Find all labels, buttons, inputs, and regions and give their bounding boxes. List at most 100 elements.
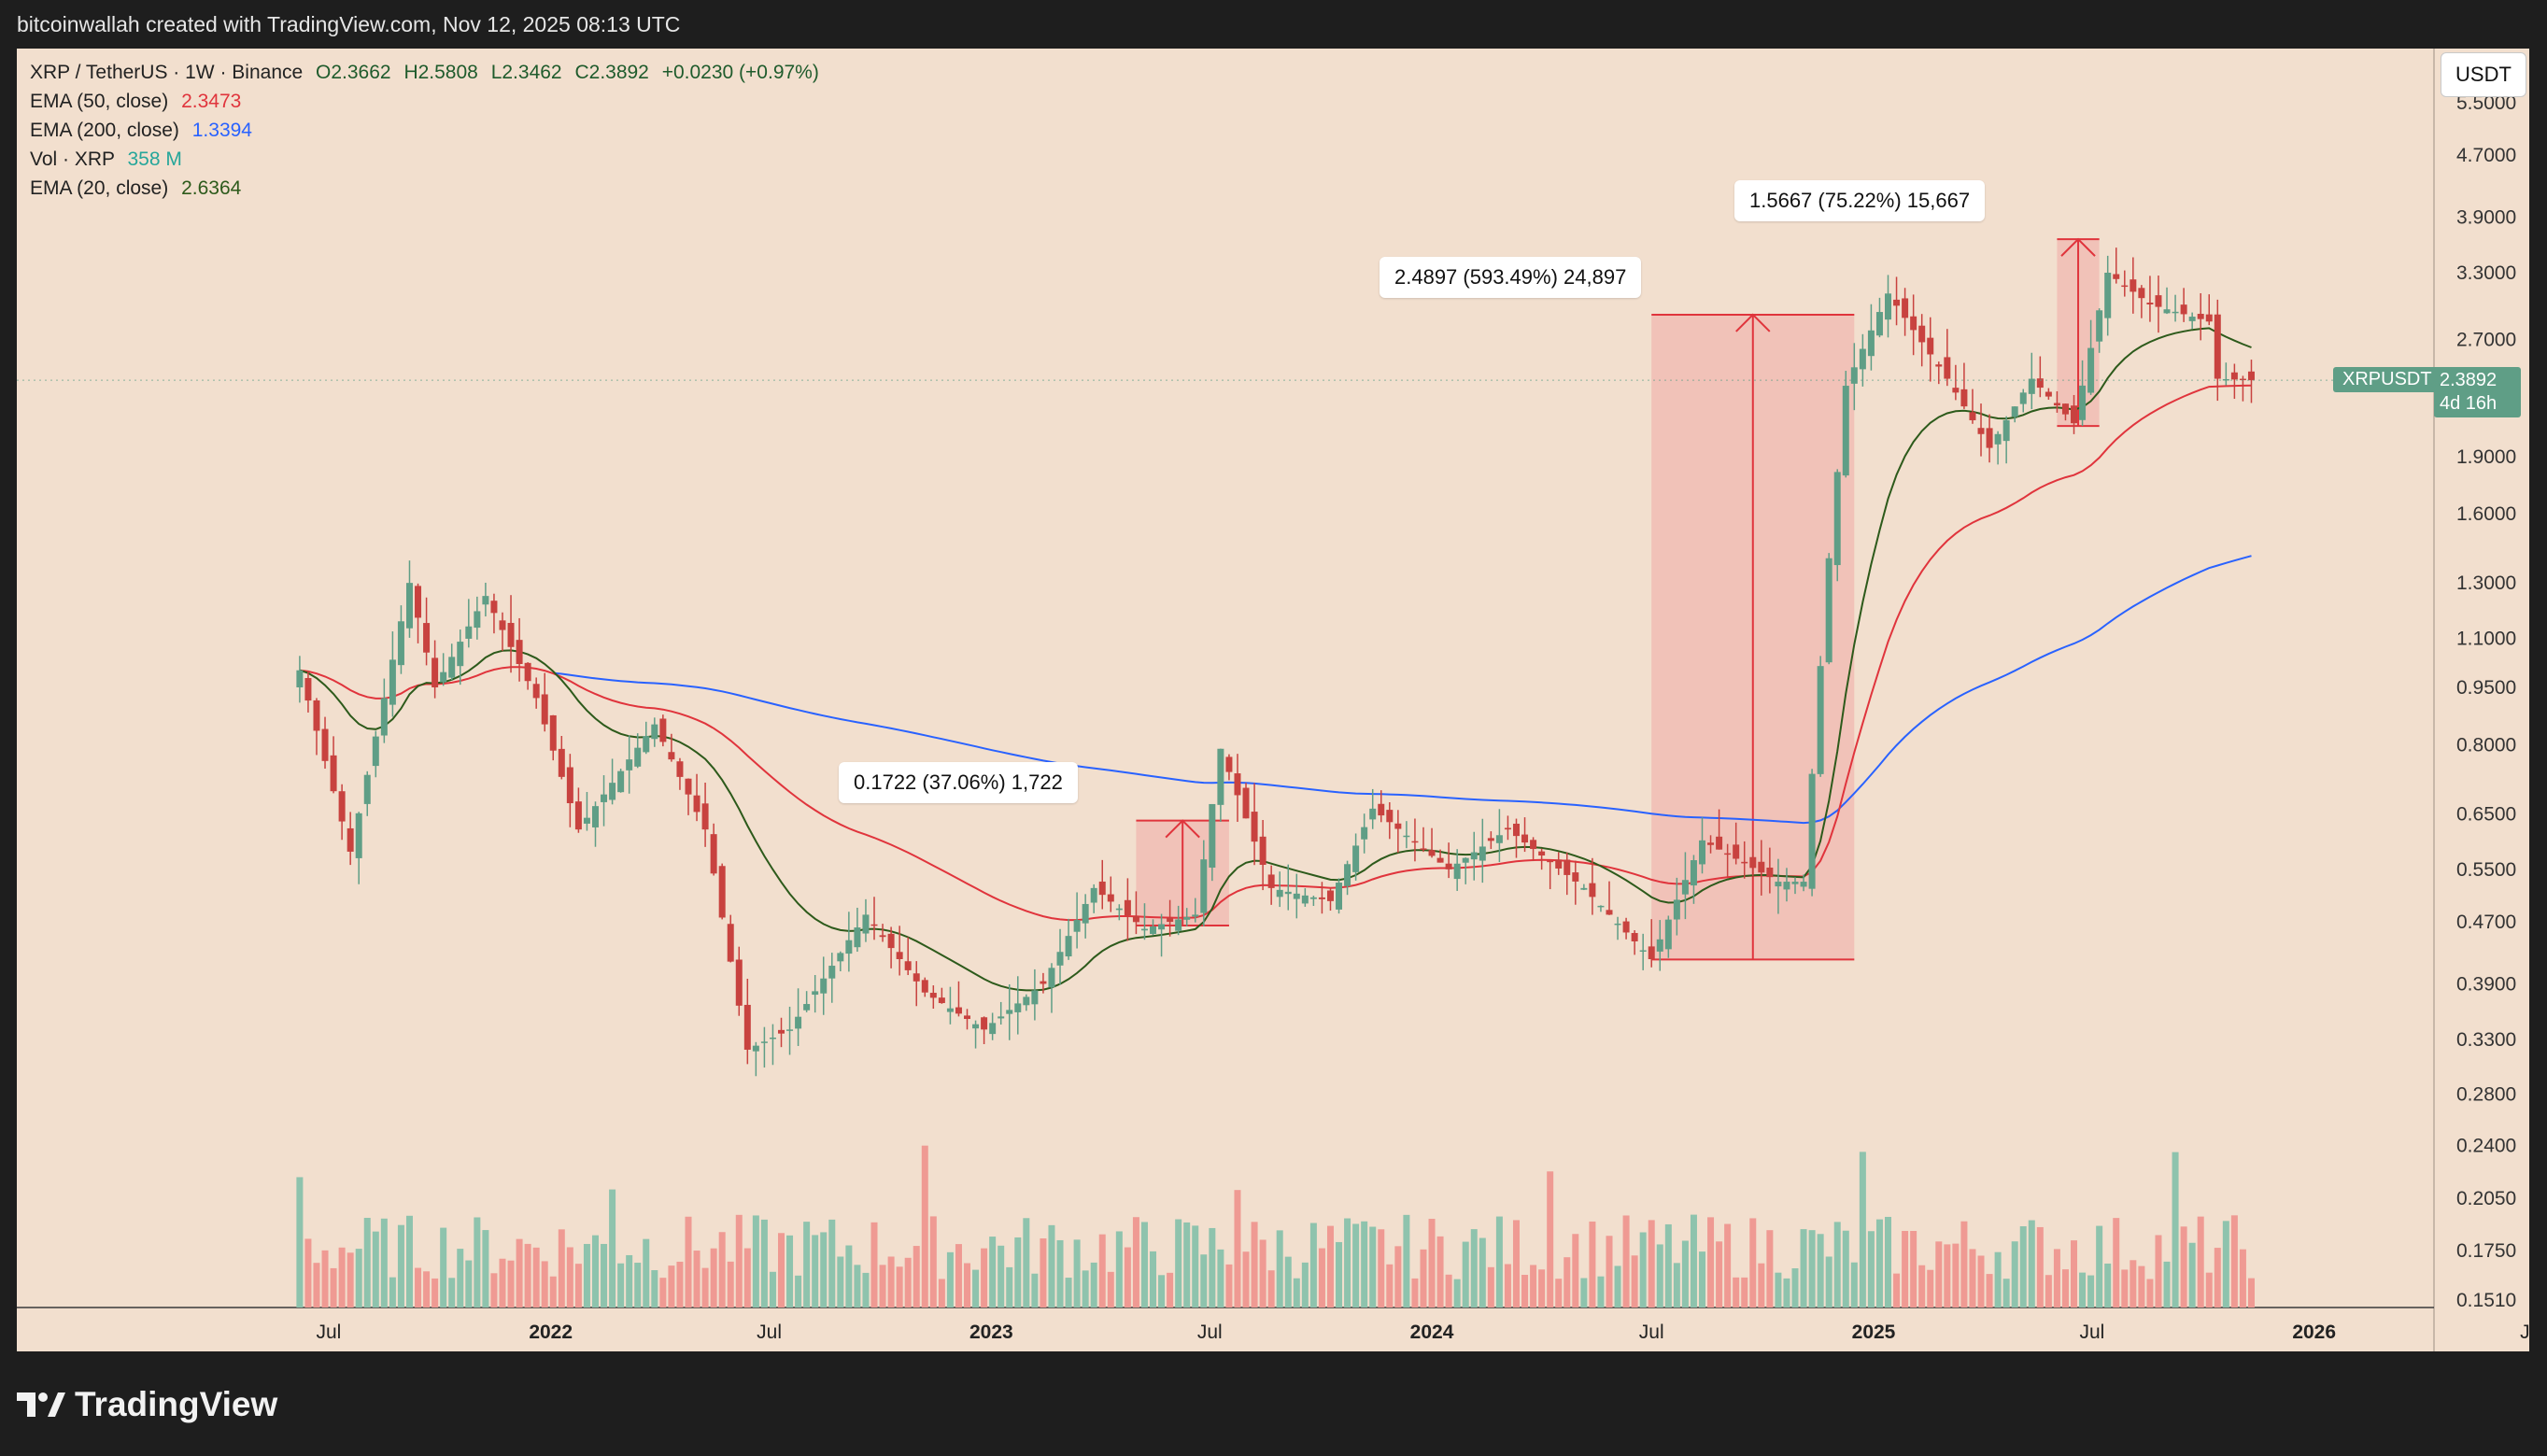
time-tick-label: Jul: [1639, 1322, 1664, 1343]
candle-body: [2113, 274, 2120, 279]
volume-bar: [2011, 1241, 2018, 1308]
candle-body: [1766, 867, 1774, 878]
volume-bar: [1124, 1247, 1131, 1308]
volume-bar: [2188, 1242, 2196, 1308]
measure-callout-2[interactable]: 2.4897 (593.49%) 24,897: [1380, 257, 1642, 298]
candle-body: [837, 953, 844, 962]
volume-bar: [2096, 1225, 2103, 1308]
currency-button[interactable]: USDT: [2441, 52, 2526, 97]
candle-body: [1082, 903, 1089, 924]
candle-body: [1267, 874, 1275, 888]
volume-bar: [583, 1243, 590, 1308]
candle-body: [1006, 1010, 1013, 1014]
legend-low: L2.3462: [490, 62, 562, 83]
volume-bar: [921, 1145, 928, 1308]
candle-body: [1158, 924, 1166, 930]
volume-bar: [1175, 1219, 1182, 1308]
volume-bar: [1158, 1275, 1166, 1308]
price-tick-label: 3.9000: [2456, 206, 2516, 228]
volume-bar: [1309, 1223, 1317, 1308]
volume-bar: [2061, 1269, 2069, 1308]
candle-body: [1098, 881, 1106, 896]
volume-bar: [1698, 1251, 1705, 1308]
candle-body: [1631, 933, 1638, 941]
volume-bar: [566, 1247, 573, 1308]
price-chart[interactable]: 5.5000 4.7000 3.9000 3.3000 2.7000 1.9000 1.60…: [17, 49, 2529, 1351]
candle-body: [583, 817, 590, 824]
candle-body: [1352, 845, 1360, 872]
volume-bar: [2121, 1269, 2129, 1308]
volume-bar: [1825, 1256, 1832, 1308]
volume-bar: [617, 1263, 625, 1308]
volume-bar: [1741, 1277, 1748, 1308]
volume-bar: [1749, 1218, 1757, 1308]
candle-body: [1733, 844, 1740, 859]
volume-bar: [1927, 1269, 1934, 1308]
legend-ema200-row[interactable]: EMA (200, close) 1.3394: [30, 116, 819, 145]
candle-body: [1090, 887, 1097, 903]
candle-body: [549, 714, 557, 751]
candle-body: [516, 640, 523, 664]
candle-body: [1648, 946, 1655, 960]
legend-ema200-value: 1.3394: [191, 120, 252, 141]
volume-bar: [820, 1232, 828, 1308]
candle-body: [1927, 337, 1934, 355]
legend-ema50-row[interactable]: EMA (50, close) 2.3473: [30, 87, 819, 116]
candle-body: [1875, 312, 1883, 336]
candle-body: [2036, 378, 2044, 389]
tradingview-logo[interactable]: TradingView: [17, 1385, 277, 1424]
candle-body: [2197, 314, 2204, 319]
candle-body: [558, 748, 565, 777]
volume-bar: [1326, 1225, 1334, 1308]
candle-body: [989, 1023, 997, 1035]
candle-body: [1251, 812, 1258, 842]
volume-bar: [2002, 1279, 2010, 1308]
measure-callout-3[interactable]: 1.5667 (75.22%) 15,667: [1734, 180, 1986, 221]
volume-bar: [1048, 1224, 1055, 1308]
candle-body: [913, 973, 920, 982]
measure-callout-1[interactable]: 0.1722 (37.06%) 1,722: [839, 762, 1078, 803]
volume-bar: [2130, 1260, 2137, 1308]
candle-body: [896, 952, 903, 959]
legend-volume-row[interactable]: Vol · XRP 358 M: [30, 145, 819, 174]
volume-bar: [812, 1235, 819, 1308]
price-tick-label: 2.7000: [2456, 330, 2516, 351]
chart-panel[interactable]: 5.5000 4.7000 3.9000 3.3000 2.7000 1.9000 1.60…: [17, 49, 2529, 1351]
candle-body: [1741, 861, 1748, 864]
candle-body: [1225, 756, 1233, 772]
volume-bar: [1293, 1278, 1300, 1308]
candle-body: [397, 621, 404, 666]
volume-bar: [2205, 1272, 2213, 1308]
ema20-line: [299, 327, 2252, 992]
legend-close: C2.3892: [574, 62, 649, 83]
candle-body: [710, 834, 717, 874]
candle-body: [532, 684, 540, 699]
legend-ema20-row[interactable]: EMA (20, close) 2.6364: [30, 174, 819, 203]
volume-bar: [2163, 1261, 2171, 1308]
volume-bar: [1479, 1237, 1486, 1308]
volume-bar: [1597, 1276, 1605, 1308]
candle-body: [1910, 316, 1917, 331]
volume-bar: [938, 1279, 945, 1308]
volume-bar: [989, 1237, 997, 1308]
price-tick-label: 0.2400: [2456, 1136, 2516, 1157]
measure-arrowhead: [1165, 819, 1200, 839]
candle-body: [1411, 841, 1419, 843]
price-tick-label: 0.5500: [2456, 859, 2516, 881]
legend-volume-value: 358 M: [127, 148, 182, 170]
candle-body: [1031, 990, 1039, 1005]
candle-body: [634, 747, 642, 767]
candle-body: [355, 813, 362, 858]
volume-bar: [1724, 1223, 1732, 1308]
candle-body: [1606, 910, 1613, 915]
candle-body: [760, 1041, 768, 1043]
volume-bar: [981, 1248, 988, 1308]
price-tick-label: 1.3000: [2456, 573, 2516, 594]
volume-bar: [1893, 1273, 1901, 1308]
volume-bar: [786, 1235, 794, 1308]
time-tick-label: 2022: [529, 1322, 573, 1343]
candle-body: [1378, 803, 1385, 816]
volume-bar: [2071, 1240, 2078, 1308]
volume-bar: [2036, 1226, 2044, 1308]
volume-bar: [693, 1251, 700, 1308]
